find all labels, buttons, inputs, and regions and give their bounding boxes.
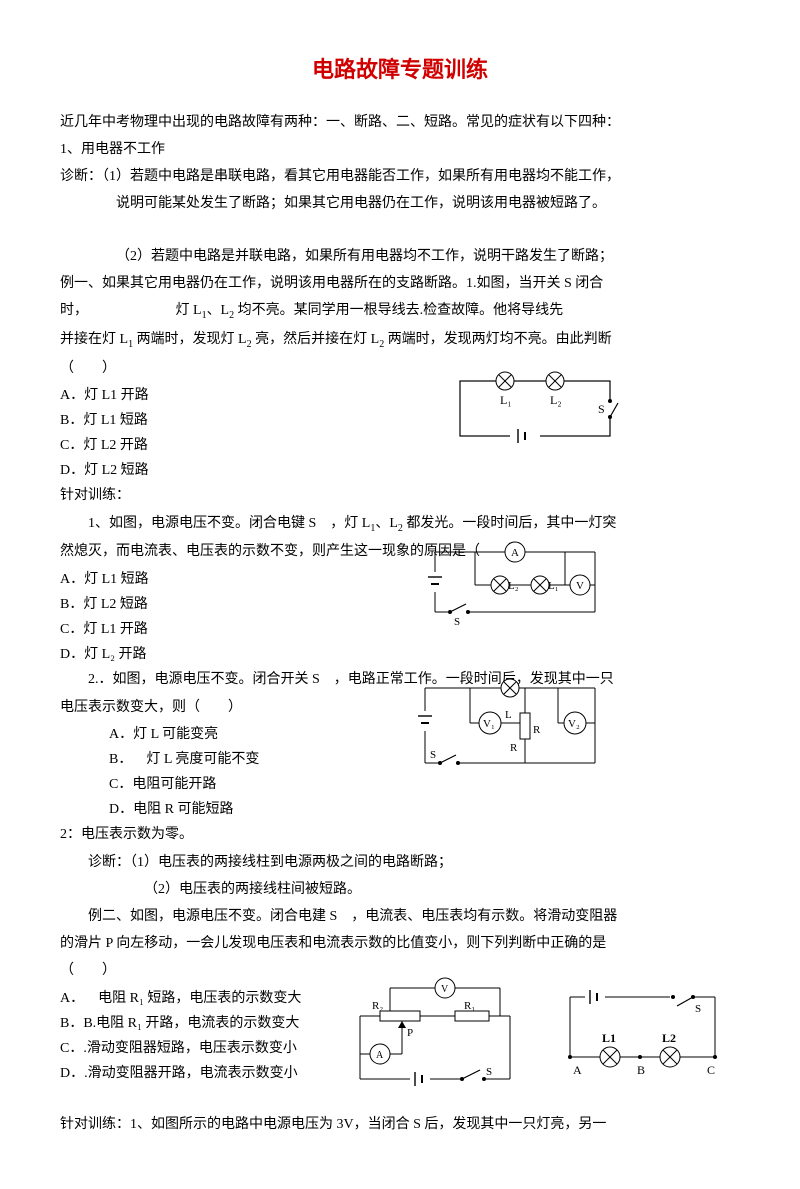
- t1-line-a: 1、如图，电源电压不变。闭合电键 S ，灯 L1、L2 都发光。一段时间后，其中…: [60, 511, 740, 538]
- ex1-line-d: （ ）: [60, 356, 740, 381]
- fig1-L1: L₁: [500, 393, 512, 407]
- opt-2C: C．灯 L1 开路: [60, 617, 740, 642]
- fig5-L1: L1: [602, 1031, 616, 1045]
- circuit-3-svg: V₁ L R R V₂ S: [410, 673, 610, 778]
- fig5-C: C: [707, 1063, 715, 1077]
- circuit-2-svg: A L₂ L₁ V: [420, 537, 610, 627]
- fig2-V: V: [576, 580, 584, 592]
- train2-block: 2.．如图，电源电压不变。闭合开关 S ，电路正常工作。一段时间后，发现其中一只…: [60, 667, 740, 822]
- t2-line-b: 电压表示数变大，则（ ）: [60, 695, 740, 720]
- fig5-A: A: [573, 1063, 582, 1077]
- diag1b: 说明可能某处发生了断路；如果其它用电器仍在工作，说明该用电器被短路了。: [60, 191, 740, 216]
- fig5-L2: L2: [662, 1031, 676, 1045]
- figure-2: A L₂ L₁ V: [420, 537, 610, 627]
- fig2-A: A: [511, 547, 519, 559]
- fig4-R2: R₂: [372, 1000, 383, 1012]
- ex1c-t3: 亮，然后并接在灯 L: [252, 332, 380, 347]
- fig2-L2: L₂: [508, 580, 519, 592]
- circuit-1-svg: L₁ L₂ S: [450, 371, 620, 451]
- fig3-Rlabel: R: [510, 742, 518, 754]
- ex1c-t2: 两端时，发现灯 L: [133, 332, 247, 347]
- fig3-V1: V₁: [483, 718, 495, 730]
- opt-2A: A．灯 L1 短路: [60, 567, 740, 592]
- ex1-line-a: 例一、如果其它用电器仍在工作，说明该用电器所在的支路断路。1.如图，当开关 S …: [60, 271, 740, 296]
- ex1-line-b: 时， 灯 L1、L2 均不亮。某同学用一根导线去.检查故障。他将导线先: [60, 298, 740, 325]
- fig4-A: A: [376, 1050, 384, 1061]
- fig4-S: S: [486, 1066, 492, 1078]
- example1-block: 例一、如果其它用电器仍在工作，说明该用电器所在的支路断路。1.如图，当开关 S …: [60, 271, 740, 484]
- circuit-5-svg: S L1 L2 A B C: [555, 982, 730, 1082]
- train1-block: 1、如图，电源电压不变。闭合电键 S ，灯 L1、L2 都发光。一段时间后，其中…: [60, 511, 740, 668]
- t1a-t1: 1、如图，电源电压不变。闭合电键 S ，灯 L: [88, 516, 370, 531]
- example2-block: 例二、如图，电源电压不变。闭合电建 S ，电流表、电压表均有示数。将滑动变阻器 …: [60, 904, 740, 1086]
- circuit-4-svg: V R₂ P R₁ A: [340, 976, 530, 1094]
- opt-1A: A．灯 L1 开路: [60, 383, 740, 408]
- intro-text: 近几年中考物理中出现的电路故障有两种：一、断路、二、短路。常见的症状有以下四种：: [60, 110, 740, 135]
- opt-1D: D．灯 L2 短路: [60, 458, 740, 483]
- s2-d1: 诊断：（1）电压表的两接线柱到电源两极之间的电路断路；: [60, 850, 740, 875]
- ex1b-t2: 、L: [207, 303, 230, 318]
- fig4-V: V: [441, 984, 449, 995]
- ex2-a: 例二、如图，电源电压不变。闭合电建 S ，电流表、电压表均有示数。将滑动变阻器: [60, 904, 740, 929]
- fig5-B: B: [637, 1063, 645, 1077]
- ex1-line-c: 并接在灯 L1 两端时，发现灯 L2 亮，然后并接在灯 L2 两端时，发现两灯均…: [60, 327, 740, 354]
- options-3: A．灯 L 可能变亮 B． 灯 L 亮度可能不变 C．电阻可能开路 D．电阻 R…: [60, 722, 740, 823]
- opt-3D: D．电阻 R 可能短路: [109, 797, 740, 822]
- train-head: 针对训练：: [60, 483, 740, 508]
- options-2: A．灯 L1 短路 B．灯 L2 短路 C．灯 L1 开路 D．灯 L₂ 开路: [60, 567, 740, 668]
- fig3-V2: V₂: [568, 718, 580, 730]
- figure-1: L₁ L₂ S: [450, 371, 620, 451]
- diag2: （2）若题中电路是并联电路，如果所有用电器均不工作，说明干路发生了断路；: [60, 244, 740, 269]
- fig1-S: S: [598, 402, 605, 416]
- ex1b-t1: 时， 灯 L: [60, 303, 202, 318]
- opt-2D: D．灯 L₂ 开路: [60, 642, 740, 667]
- fig3-R: R: [533, 724, 541, 736]
- ex1b-t3: 均不亮。某同学用一根导线去.检查故障。他将导线先: [234, 303, 563, 318]
- figure-5: S L1 L2 A B C: [555, 982, 730, 1082]
- fig2-S: S: [454, 616, 460, 627]
- fig4-R1: R₁: [464, 1000, 475, 1012]
- ex2-b: 的滑片 P 向左移动，一会儿发现电压表和电流表示数的比值变小，则下列判断中正确的…: [60, 931, 740, 956]
- fig3-L: L: [505, 709, 512, 721]
- ex1c-t4: 两端时，发现两灯均不亮。由此判断: [384, 332, 612, 347]
- diag1: 诊断：（1）若题中电路是串联电路，看其它用电器能否工作，如果所有用电器均不能工作…: [60, 164, 740, 189]
- figure-3: V₁ L R R V₂ S: [410, 673, 610, 778]
- fig4-P: P: [407, 1027, 413, 1039]
- train-tail: 针对训练：1、如图所示的电路中电源电压为 3V，当闭合 S 后，发现其中一只灯亮…: [60, 1112, 740, 1137]
- options-1: A．灯 L1 开路 B．灯 L1 短路 C．灯 L2 开路 D．灯 L2 短路: [60, 383, 740, 484]
- opt-1C: C．灯 L2 开路: [60, 433, 740, 458]
- fig1-L2: L₂: [550, 393, 562, 407]
- t1-line-b: 然熄灭，而电流表、电压表的示数不变，则产生这一现象的原因是（ ）: [60, 539, 740, 564]
- t1a-t2: 、L: [375, 516, 398, 531]
- ex1c-t1: 并接在灯 L: [60, 332, 128, 347]
- fig5-S: S: [695, 1003, 701, 1015]
- fig2-L1: L₁: [548, 580, 559, 592]
- figure-4: V R₂ P R₁ A: [340, 976, 530, 1094]
- opt-2B: B．灯 L2 短路: [60, 592, 740, 617]
- fig3-S: S: [430, 749, 436, 761]
- opt-1B: B．灯 L1 短路: [60, 408, 740, 433]
- s2-d2: （2）电压表的两接线柱间被短路。: [60, 877, 740, 902]
- section1-head: 1、用电器不工作: [60, 137, 740, 162]
- t2-line-a: 2.．如图，电源电压不变。闭合开关 S ，电路正常工作。一段时间后，发现其中一只: [60, 667, 740, 692]
- section2-head: 2：电压表示数为零。: [60, 822, 740, 847]
- page-title: 电路故障专题训练: [60, 50, 740, 90]
- t1a-t3: 都发光。一段时间后，其中一灯突: [403, 516, 617, 531]
